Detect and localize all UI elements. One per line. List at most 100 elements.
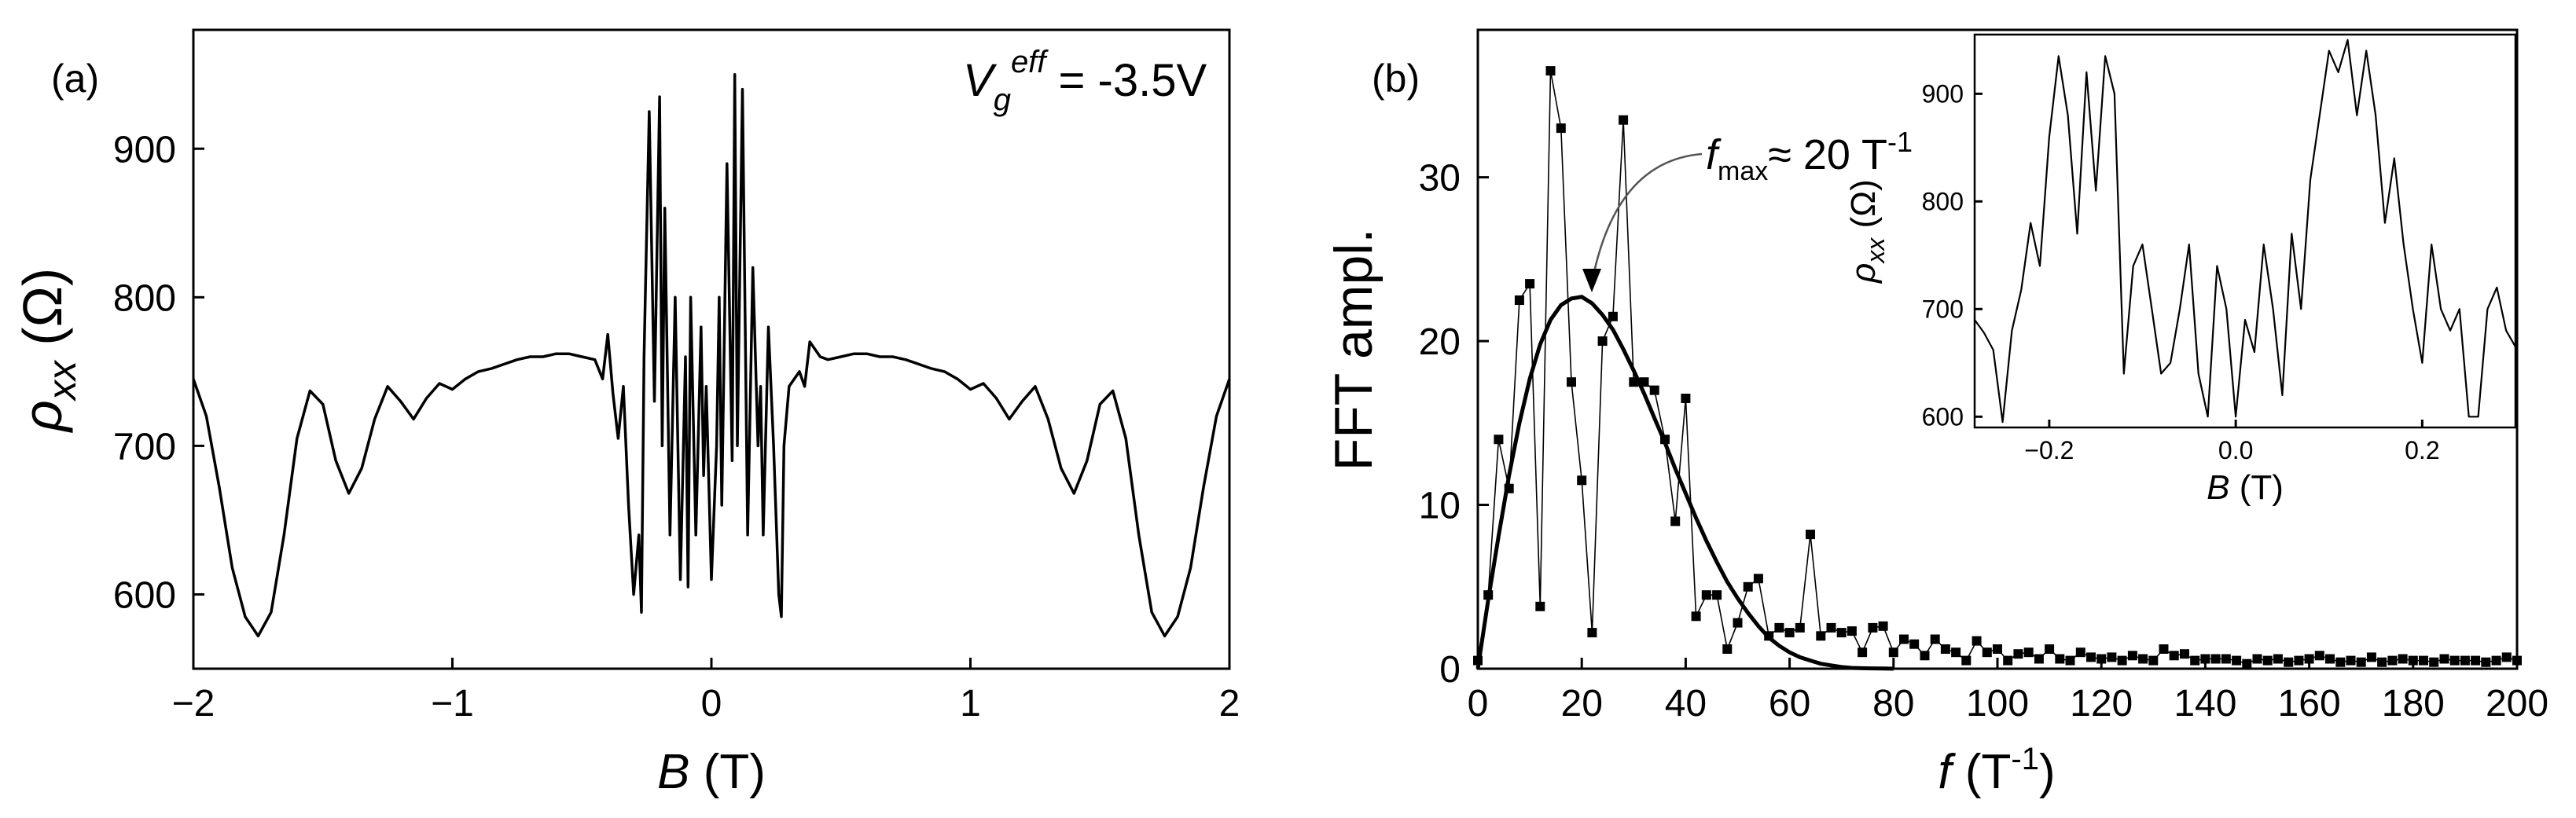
fft-point [2460,655,2470,666]
panel-a-label: (a) [51,57,99,101]
fft-point [2117,655,2127,666]
fft-point [2377,657,2387,667]
panel-b-fft-points [1473,66,2522,669]
fft-point [1639,377,1649,387]
panel-a-x-tick-label: 0 [701,683,722,724]
fft-point [1670,516,1681,526]
fft-point [2003,655,2013,666]
fft-point [2138,654,2148,664]
fft-point [1961,655,1972,666]
panel-b-x-tick-label: 180 [2382,683,2445,724]
fft-point [1826,622,1836,633]
fft-point [1847,626,1857,636]
panel-a-y-tick-label: 800 [113,277,176,319]
fft-point [2262,655,2273,666]
inset-y-label: ρxx (Ω) [1844,179,1890,284]
fft-point [2512,655,2522,666]
panel-b-x-label: f (T-1) [1938,742,2055,799]
inset-x-axis: −0.2 0.0 0.2 [2024,420,2440,464]
panel-a-y-tick-label: 600 [113,574,176,616]
panel-b-x-tick-label: 40 [1665,683,1707,724]
fft-point [1681,394,1691,403]
fft-point [2065,655,2075,666]
fft-point [2449,655,2460,666]
fft-point [2356,657,2366,667]
fft-point [1806,530,1815,540]
fft-point [1868,622,1878,633]
fmax-annotation: fmax≈ 20 T-1 [1706,126,1913,186]
fft-point [2294,655,2304,666]
panel-b-x-tick-label: 80 [1872,683,1914,724]
fft-point [1909,639,1920,649]
fft-point [2107,652,2117,662]
fft-point [1587,628,1597,638]
fft-point [2169,651,2179,661]
fft-point [2045,644,2055,654]
fft-point [2159,644,2169,654]
panel-a-y-tick-label: 900 [113,129,176,171]
fft-point [2273,654,2283,664]
fft-point [2232,655,2242,666]
panel-b-x-axis: 0 20 40 60 80 100 120 140 160 180 200 [1468,658,2548,724]
fmax-arrow [1590,152,1703,284]
fft-point [2346,655,2356,666]
fft-point [2127,651,2137,661]
panel-a-x-axis: −2 −1 0 1 2 [172,658,1240,724]
panel-a-x-tick-label: 1 [960,683,981,724]
panel-a-x-label: B (T) [657,745,766,799]
fft-point [1701,590,1711,600]
inset-y-tick-label: 600 [1922,402,1964,431]
fft-point [2325,654,2335,664]
fft-point [2013,649,2023,659]
fft-point [1993,644,2002,654]
fft-point [2284,657,2294,667]
fft-point [1774,622,1784,633]
inset-y-axis: 600 700 800 900 [1922,79,1983,431]
fft-point [2210,654,2221,664]
fft-point [1982,647,1992,658]
fft-point [1878,621,1888,631]
fft-point [1567,377,1576,387]
fft-point [1899,634,1909,644]
panel-a-x-tick-label: 2 [1219,683,1240,724]
panel-a-x-tick-label: −1 [431,683,474,724]
panel-b-y-label: FFT ampl. [1324,229,1384,471]
inset-frame [1973,33,2517,429]
fft-point [2055,654,2065,664]
fft-point [2429,657,2439,667]
panel-b-x-tick-label: 140 [2174,683,2236,724]
fft-point [1951,647,1961,658]
panel-a-gate-annotation: Vgeff = -3.5V [963,45,1207,117]
panel-b-inset: 600 700 800 900 −0.2 0.0 0.2 B (T) ρxx (Ω) [1844,33,2517,507]
inset-rho-curve [1974,39,2516,424]
fft-point [1733,618,1743,628]
panel-a-y-tick-label: 700 [113,426,176,468]
fft-point [1556,123,1566,134]
panel-a-y-axis: 600 700 800 900 [113,129,204,616]
fft-point [2387,655,2398,666]
panel-b-x-tick-label: 100 [1966,683,2029,724]
panel-a-rho-curve [192,72,1231,638]
fft-point [1649,385,1659,395]
fft-point [2366,652,2376,662]
fft-point [2439,654,2449,664]
fft-point [1691,611,1701,622]
fft-point [2398,654,2408,664]
fft-point [2148,655,2159,666]
fft-point [1514,295,1524,305]
panel-b-x-tick-label: 0 [1468,683,1489,724]
panel-a-y-label: ρxx (Ω) [12,268,84,434]
fft-point [1940,644,1950,654]
inset-x-tick-label: 0.0 [2218,436,2253,464]
panel-b-x-tick-label: 60 [1769,683,1810,724]
fft-point [1930,634,1940,644]
fft-point [2221,654,2231,664]
fft-point [1494,435,1504,445]
fft-point [2471,655,2481,666]
fft-point [1920,651,1930,661]
fft-point [1722,644,1733,654]
fft-point [1619,115,1629,125]
fft-point [1712,590,1722,600]
